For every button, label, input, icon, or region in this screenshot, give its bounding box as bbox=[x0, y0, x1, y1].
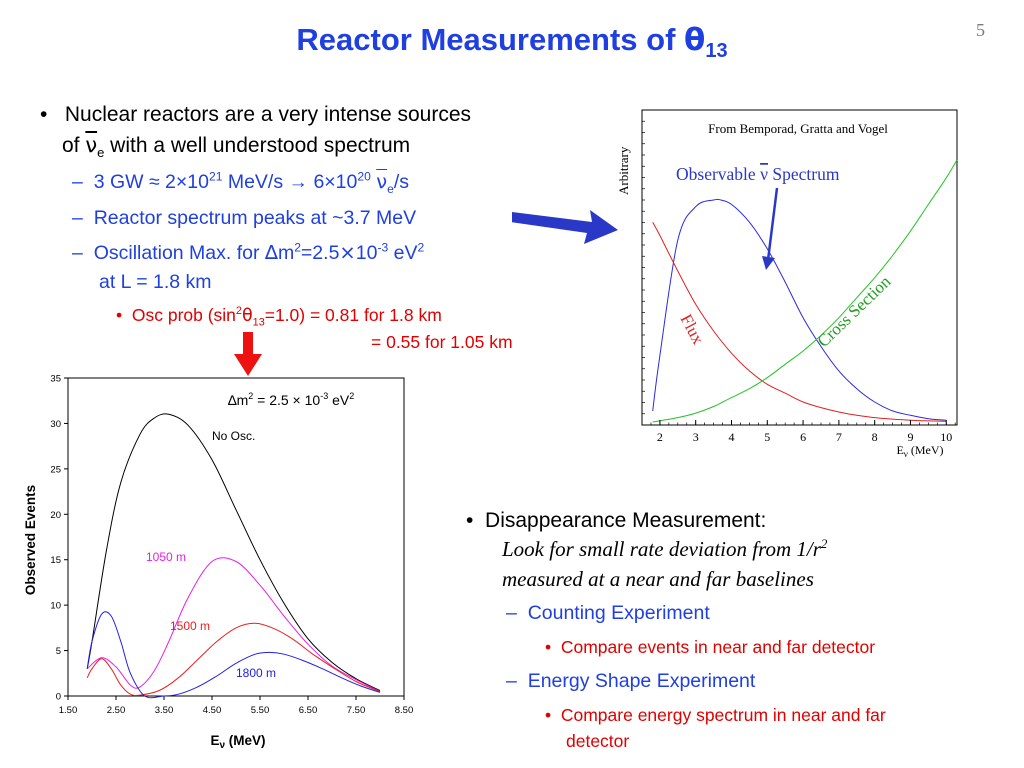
bullet-reactor-sources-cont: of νe with a well understood spectrum bbox=[62, 133, 411, 161]
chart2-x-tick-label: 4.50 bbox=[203, 705, 222, 716]
chart2-label-1500m: 1500 m bbox=[170, 619, 210, 633]
subbullet-oscillation-max: – Oscillation Max. for ∆m2=2.5×10-3 eV2 bbox=[72, 240, 425, 264]
subsubbullet-osc-prob-cont: = 0.55 for 1.05 km bbox=[371, 332, 513, 352]
chart1-x-tick-label: 7 bbox=[836, 430, 842, 444]
chart2-y-tick-label: 0 bbox=[56, 692, 61, 703]
chart2-frame bbox=[67, 377, 405, 697]
chart2-annotation: ∆m2 = 2.5 × 10-3 eV2 bbox=[228, 391, 354, 408]
subsubbullet-compare-spectrum-cont: detector bbox=[566, 731, 630, 751]
chart2-y-tick-label: 20 bbox=[50, 510, 61, 521]
slide-title: Reactor Measurements of θ13 bbox=[296, 22, 728, 63]
chart2-ylabel: Observed Events bbox=[23, 485, 38, 595]
chart1-curve-flux bbox=[652, 221, 947, 422]
chart2-curve-no-osc bbox=[86, 413, 381, 691]
chart2-x-tick-label: 3.50 bbox=[155, 705, 174, 716]
chart2-y-tick-label: 5 bbox=[56, 646, 61, 657]
observed-events-chart: 0 5 10 15 20 25 30 35 1.50 2.50 3.50 4.50 5.50 6.50 7.… bbox=[23, 374, 414, 752]
chart2-y-tick-label: 25 bbox=[50, 464, 61, 475]
chart2-curve-1800-m bbox=[86, 611, 381, 699]
chart2-y-tick-label: 15 bbox=[50, 555, 61, 566]
red-arrow-icon bbox=[234, 332, 262, 376]
chart1-x-tick-label: 9 bbox=[907, 430, 913, 444]
chart2-curve-1050-m bbox=[86, 557, 381, 692]
chart1-annotation: From Bemporad, Gratta and Vogel bbox=[708, 121, 888, 136]
chart1-x-tick-label: 6 bbox=[800, 430, 806, 444]
subbullet-counting: – Counting Experiment bbox=[506, 602, 710, 624]
chart2-xlabel: Eν (MeV) bbox=[210, 733, 265, 751]
chart1-x-tick-label: 5 bbox=[764, 430, 770, 444]
chart2-x-tick-label: 7.50 bbox=[347, 705, 366, 716]
bullet-disappearance: • Disappearance Measurement: bbox=[466, 509, 767, 532]
chart1-x-tick-label: 3 bbox=[693, 430, 699, 444]
slide-number: 5 bbox=[976, 20, 985, 40]
chart1-frame bbox=[641, 109, 958, 426]
subbullet-spectrum-peak: – Reactor spectrum peaks at ~3.7 MeV bbox=[72, 207, 417, 229]
chart2-x-tick-label: 1.50 bbox=[59, 705, 78, 716]
blue-arrow-icon bbox=[512, 210, 618, 244]
chart2-y-tick-label: 35 bbox=[50, 374, 61, 385]
italic-rate-deviation: Look for small rate deviation from 1/r2 bbox=[502, 536, 828, 561]
subsubbullet-compare-events: • Compare events in near and far detecto… bbox=[545, 637, 876, 657]
chart1-ylabel: Arbitrary bbox=[616, 146, 631, 195]
chart2-x-tick-label: 2.50 bbox=[107, 705, 126, 716]
chart1-x-tick-label: 10 bbox=[940, 430, 952, 444]
chart1-x-tick-label: 4 bbox=[728, 430, 734, 444]
chart1-label-spectrum: Observable ν Spectrum bbox=[676, 164, 840, 184]
chart1-spectrum-pointer-head bbox=[762, 256, 775, 270]
chart2-y-tick-label: 10 bbox=[50, 601, 61, 612]
chart1-x-tick-label: 8 bbox=[872, 430, 878, 444]
subbullet-energy-shape: – Energy Shape Experiment bbox=[506, 670, 756, 692]
subbullet-power-flux: – 3 GW ≈ 2×1021 MeV/s → 6×1020 νe/s bbox=[72, 169, 410, 196]
subbullet-oscillation-max-cont: at L = 1.8 km bbox=[99, 271, 212, 293]
chart2-curve-1500-m bbox=[86, 622, 381, 697]
bullet-reactor-sources: • Nuclear reactors are a very intense so… bbox=[40, 103, 472, 126]
subsubbullet-osc-prob: • Osc prob (sin2θ13=1.0) = 0.81 for 1.8 … bbox=[116, 305, 442, 329]
chart2-label-1050m: 1050 m bbox=[146, 550, 186, 564]
chart1-x-tick-label: 2 bbox=[657, 430, 663, 444]
chart2-y-tick-label: 30 bbox=[50, 419, 61, 430]
chart1-xlabel: Eν (MeV) bbox=[896, 443, 943, 459]
subsubbullet-compare-spectrum: • Compare energy spectrum in near and fa… bbox=[545, 705, 886, 725]
chart2-label-1800m: 1800 m bbox=[236, 666, 276, 680]
chart2-x-tick-label: 5.50 bbox=[251, 705, 270, 716]
chart2-label-no-osc: No Osc. bbox=[212, 429, 255, 443]
italic-baselines: measured at a near and far baselines bbox=[502, 567, 814, 591]
chart2-x-tick-label: 8.50 bbox=[395, 705, 414, 716]
chart2-x-tick-label: 6.50 bbox=[299, 705, 318, 716]
reactor-spectrum-chart: From Bemporad, Gratta and Vogel Arbitrar… bbox=[616, 109, 958, 459]
chart1-curve-cross-section bbox=[652, 159, 958, 423]
chart1-spectrum-pointer bbox=[766, 187, 779, 261]
chart1-curve-spectrum bbox=[652, 198, 947, 421]
